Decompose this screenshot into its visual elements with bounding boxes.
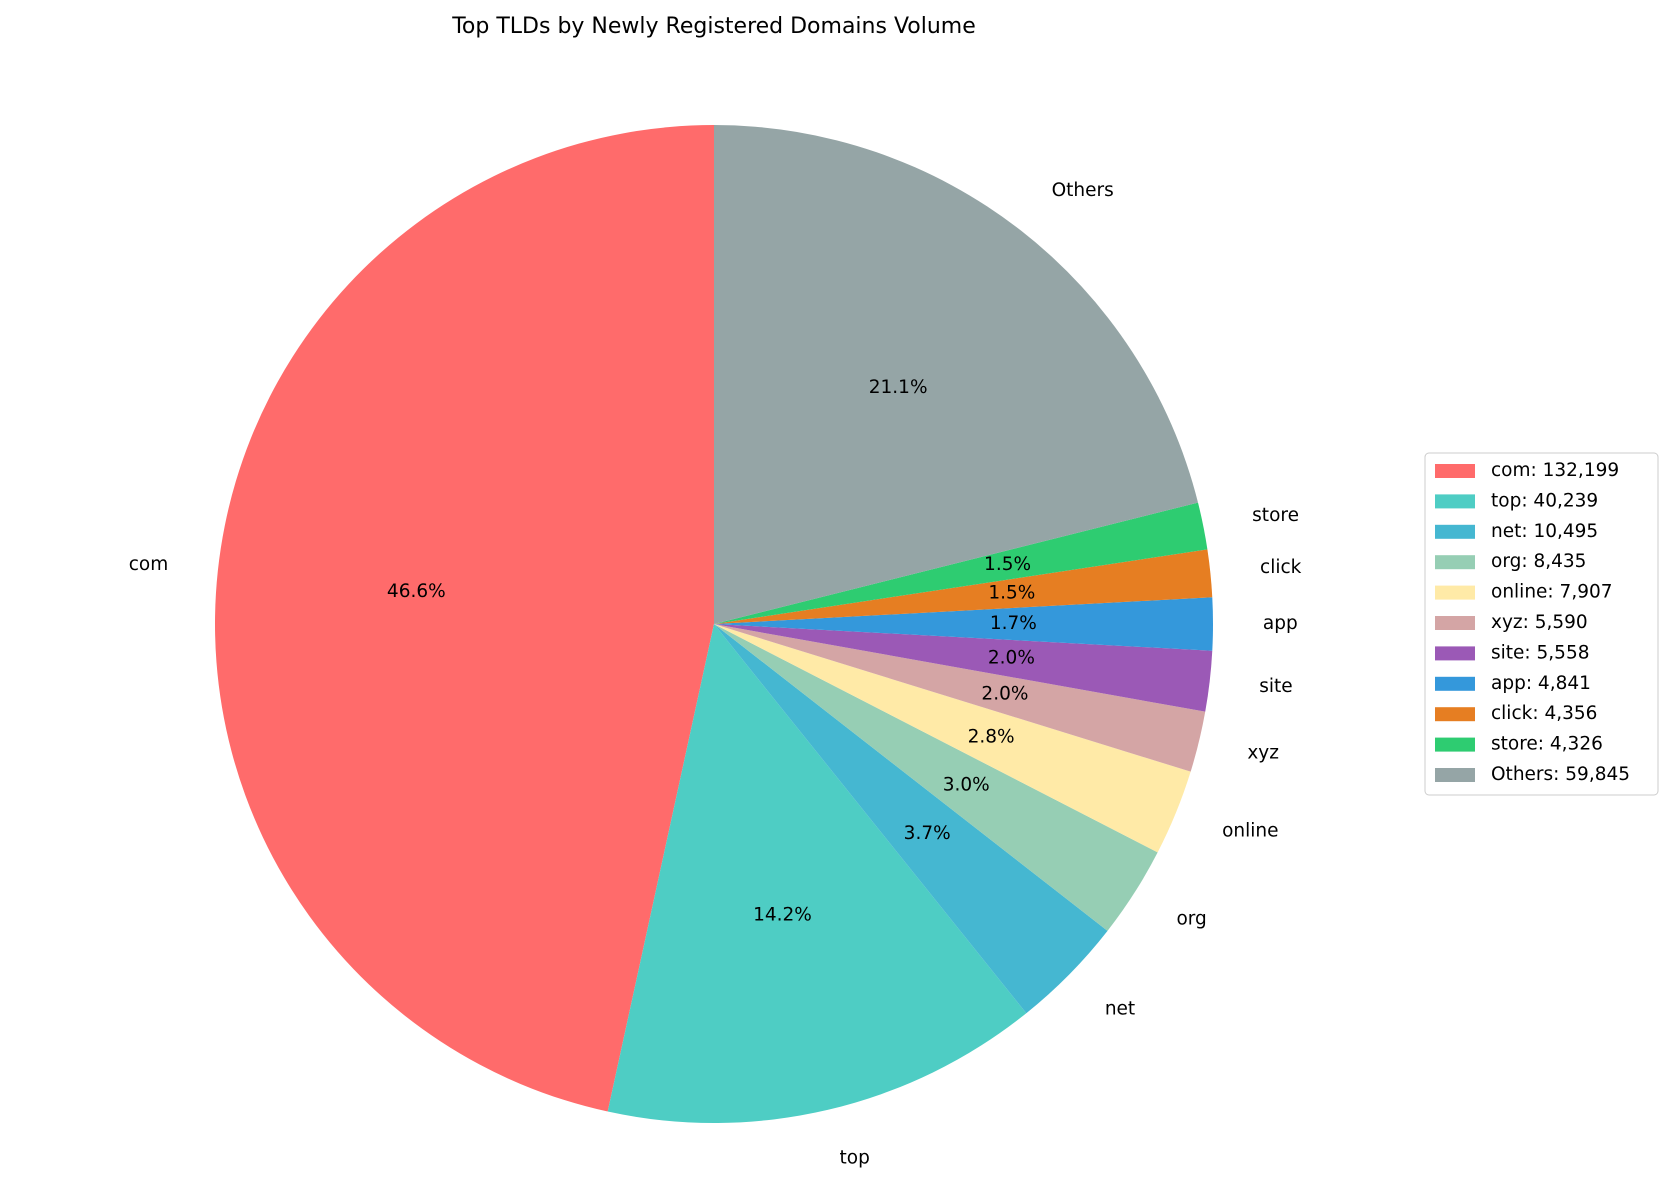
slice-label-click: click — [1260, 557, 1302, 578]
percent-label-others: 21.1% — [869, 377, 928, 398]
slice-label-net: net — [1105, 998, 1135, 1019]
percent-label-site: 2.0% — [988, 647, 1035, 668]
percent-label-xyz: 2.0% — [981, 684, 1028, 705]
pie-slice-click — [714, 549, 1213, 624]
slice-label-xyz: xyz — [1247, 743, 1279, 764]
legend-swatch-top — [1435, 494, 1475, 509]
percent-labels: 46.6% 14.2% 3.7% 3.0% 2.8% 2.0% 2.0% 1.7% 1.5% 1.… — [387, 377, 1037, 926]
legend-swatch-online — [1435, 585, 1475, 600]
legend-swatch-others — [1435, 768, 1475, 782]
percent-label-top: 14.2% — [753, 904, 812, 925]
legend-swatch-net — [1435, 524, 1475, 539]
legend-label-top: top: 40,239 — [1491, 490, 1598, 511]
legend-swatch-org — [1435, 555, 1475, 570]
legend-swatch-com — [1435, 464, 1475, 478]
slice-label-org: org — [1176, 909, 1206, 930]
pie-slices — [214, 125, 1213, 1124]
legend-swatch-app — [1435, 676, 1475, 691]
legend-label-online: online: 7,907 — [1491, 582, 1613, 603]
pie-slice-others — [714, 125, 1198, 624]
percent-label-click: 1.5% — [988, 583, 1035, 604]
legend-label-app: app: 4,841 — [1491, 673, 1591, 694]
pie-slice-org — [714, 624, 1158, 931]
pie-slice-net — [714, 624, 1108, 1014]
legend-label-others: Others: 59,845 — [1491, 764, 1630, 785]
pie-slice-xyz — [714, 624, 1206, 772]
chart-title: Top TLDs by Newly Registered Domains Vol… — [451, 14, 976, 39]
slice-label-com: com — [129, 554, 169, 575]
legend-label-site: site: 5,558 — [1491, 642, 1590, 663]
pie-slice-store — [714, 502, 1208, 624]
pie-slice-site — [714, 624, 1213, 712]
legend-swatch-xyz — [1435, 616, 1475, 630]
slice-labels: com top net org online xyz site app click store Ot… — [129, 180, 1302, 1168]
slice-label-store: store — [1252, 505, 1299, 526]
slice-label-online: online — [1222, 821, 1278, 842]
legend-label-click: click: 4,356 — [1491, 703, 1597, 724]
percent-label-com: 46.6% — [387, 581, 446, 602]
legend-frame — [1424, 452, 1659, 796]
legend: com: 132,199 top: 40,239 net: 10,495 org: 8… — [1424, 452, 1659, 796]
percent-label-store: 1.5% — [984, 554, 1031, 575]
legend-label-net: net: 10,495 — [1491, 521, 1598, 542]
pie-slice-com — [214, 125, 714, 1112]
percent-label-online: 2.8% — [968, 726, 1015, 747]
slice-label-app: app — [1263, 613, 1298, 634]
percent-label-app: 1.7% — [990, 613, 1037, 634]
slice-label-others: Others — [1052, 180, 1114, 201]
legend-swatch-site — [1435, 646, 1475, 661]
pie-slice-top — [607, 624, 1027, 1124]
legend-items: com: 132,199 top: 40,239 net: 10,495 org: 8… — [1435, 460, 1630, 785]
slice-label-site: site — [1259, 676, 1292, 697]
legend-label-store: store: 4,326 — [1491, 734, 1603, 755]
legend-label-org: org: 8,435 — [1491, 551, 1586, 572]
legend-label-xyz: xyz: 5,590 — [1491, 612, 1588, 633]
legend-swatch-click — [1435, 707, 1475, 722]
percent-label-org: 3.0% — [943, 774, 990, 795]
pie-slice-online — [714, 624, 1191, 853]
legend-label-com: com: 132,199 — [1491, 460, 1619, 481]
percent-label-net: 3.7% — [904, 823, 951, 844]
pie-slice-app — [714, 597, 1213, 651]
slice-label-top: top — [840, 1147, 870, 1168]
legend-swatch-store — [1435, 737, 1475, 752]
